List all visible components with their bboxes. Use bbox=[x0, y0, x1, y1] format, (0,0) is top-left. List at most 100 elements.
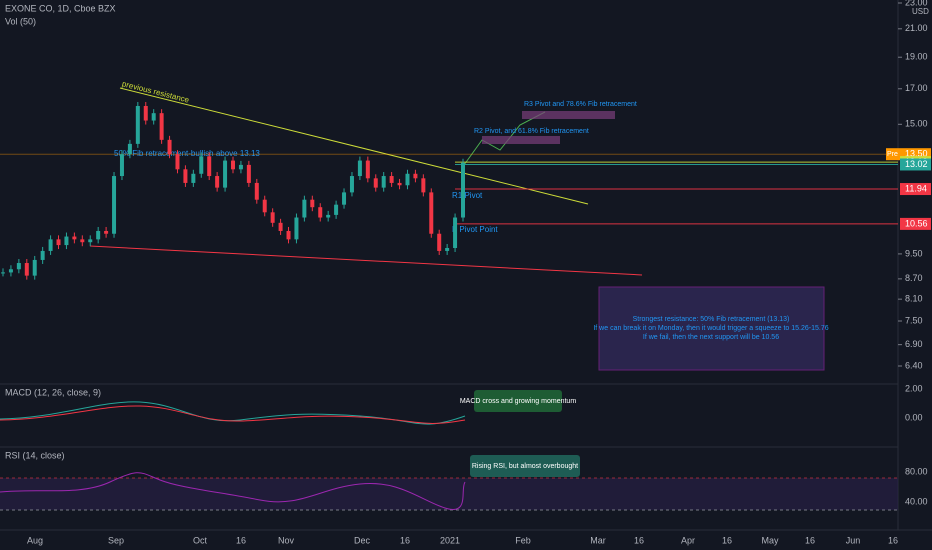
candle bbox=[112, 176, 117, 234]
candle bbox=[302, 199, 307, 218]
callout bbox=[470, 455, 580, 477]
price-tag bbox=[900, 158, 931, 171]
candle bbox=[96, 230, 101, 240]
projection bbox=[463, 111, 546, 166]
candle bbox=[254, 182, 259, 200]
y-tick-label: 9.50 bbox=[905, 248, 923, 258]
x-tick-label: 16 bbox=[236, 535, 246, 545]
annotation: R2 Pivot, and 61.8% Fib retracement bbox=[474, 128, 589, 135]
y-tick-label: 6.90 bbox=[905, 339, 923, 349]
candle bbox=[381, 176, 386, 188]
candle bbox=[207, 156, 212, 177]
candle bbox=[349, 176, 354, 193]
x-tick-label: 16 bbox=[805, 535, 815, 545]
candle bbox=[413, 173, 418, 179]
x-tick-label: 16 bbox=[634, 535, 644, 545]
candle bbox=[72, 236, 77, 240]
annotation: 50% Fib retracement-bullish above 13.13 bbox=[114, 149, 260, 158]
y-tick-label: 8.70 bbox=[905, 273, 923, 283]
candle bbox=[365, 160, 370, 179]
x-tick-label: Mar bbox=[590, 535, 606, 545]
callout-text: Rising RSI, but almost overbought bbox=[472, 463, 578, 470]
x-tick-label: Oct bbox=[193, 535, 208, 545]
candle bbox=[405, 173, 410, 186]
candle bbox=[64, 236, 69, 246]
macd-tick: 2.00 bbox=[905, 383, 923, 393]
callout bbox=[474, 390, 562, 412]
candle bbox=[80, 239, 85, 243]
candle bbox=[56, 239, 61, 246]
candle bbox=[215, 176, 220, 188]
price-tag-label: 10.56 bbox=[905, 218, 928, 228]
annotation: R1 Pivot bbox=[452, 191, 483, 200]
candle bbox=[238, 164, 243, 170]
price-tag bbox=[900, 183, 931, 196]
x-tick-label: Apr bbox=[681, 535, 695, 545]
target-box bbox=[522, 111, 615, 119]
candle bbox=[135, 105, 140, 144]
rsi-tick: 80.00 bbox=[905, 466, 928, 476]
candle bbox=[270, 212, 275, 223]
price-tag bbox=[886, 148, 900, 161]
y-tick-label: 15.00 bbox=[905, 119, 928, 129]
note-text: Strongest resistance: 50% Fib retracemen… bbox=[633, 316, 790, 323]
candle bbox=[151, 113, 156, 121]
annotation: P Pivot Point bbox=[452, 225, 498, 234]
candle bbox=[262, 199, 267, 213]
candle bbox=[357, 160, 362, 177]
target-box bbox=[482, 136, 560, 144]
candle bbox=[119, 154, 124, 177]
candle bbox=[88, 239, 93, 243]
price-tag-label: 11.94 bbox=[905, 183, 927, 193]
candle bbox=[334, 204, 339, 215]
symbol: EXONE CO, 1D, Cboe BZX bbox=[5, 3, 116, 13]
note-box bbox=[598, 286, 825, 371]
price-tag-label: 13.02 bbox=[905, 159, 928, 169]
candle bbox=[159, 113, 164, 140]
candle bbox=[461, 162, 465, 218]
candle bbox=[397, 182, 402, 186]
x-tick-label: Nov bbox=[278, 535, 295, 545]
candle bbox=[429, 192, 434, 234]
candle bbox=[191, 173, 196, 183]
candle bbox=[175, 154, 180, 170]
signal-line bbox=[0, 405, 466, 424]
annotation: R3 Pivot and 78.6% Fib retracement bbox=[524, 101, 637, 108]
candle bbox=[1, 272, 5, 274]
x-tick-label: Jun bbox=[846, 535, 861, 545]
candle bbox=[278, 222, 283, 231]
macd-tick: 0.00 bbox=[905, 412, 923, 422]
candle bbox=[40, 250, 45, 260]
y-tick-label: 21.00 bbox=[905, 23, 928, 33]
price-tag-label: 13.50 bbox=[905, 149, 928, 159]
price-tag-label: Pre bbox=[887, 151, 898, 158]
note-text: If we can break it on Monday, then it wo… bbox=[593, 325, 828, 332]
currency: USD bbox=[912, 7, 929, 16]
candle bbox=[342, 192, 347, 205]
candle bbox=[183, 169, 188, 183]
candle bbox=[318, 207, 323, 218]
x-tick-label: Feb bbox=[515, 535, 531, 545]
candle bbox=[199, 156, 204, 174]
x-tick-label: Aug bbox=[27, 535, 43, 545]
candle bbox=[16, 263, 21, 270]
candle bbox=[310, 199, 315, 208]
y-tick-label: 7.50 bbox=[905, 315, 923, 325]
y-tick-label: 6.40 bbox=[905, 360, 923, 370]
candle bbox=[373, 178, 378, 188]
candle bbox=[437, 233, 442, 251]
x-tick-label: Sep bbox=[108, 535, 124, 545]
candle bbox=[143, 105, 148, 121]
candle bbox=[286, 230, 291, 240]
note-text: If we fail, then the next support will b… bbox=[643, 334, 779, 341]
x-tick-label: 2021 bbox=[440, 535, 460, 545]
x-tick-label: 16 bbox=[722, 535, 732, 545]
candle bbox=[127, 143, 132, 155]
candle bbox=[231, 160, 235, 170]
x-tick-label: Dec bbox=[354, 535, 371, 545]
candle bbox=[246, 164, 251, 183]
candle bbox=[453, 217, 458, 248]
y-tick-label: 19.00 bbox=[905, 52, 928, 62]
x-tick-label: May bbox=[761, 535, 779, 545]
